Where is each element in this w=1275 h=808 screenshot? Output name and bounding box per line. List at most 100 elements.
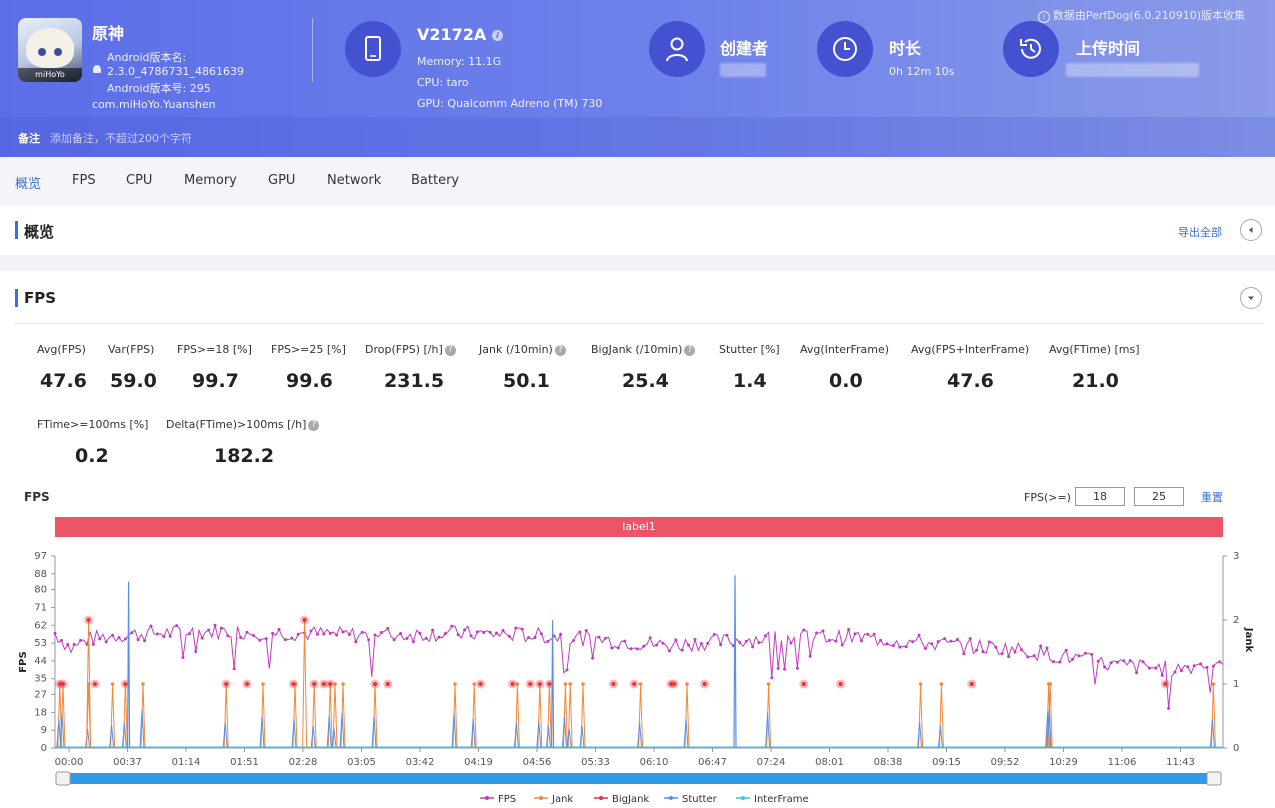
bigjank-point [969,682,974,686]
creator-redacted [720,63,766,77]
bigjank-point [385,682,390,686]
device-memory: Memory: 11.1G [417,55,502,68]
jank-point [472,682,477,686]
fps-point [1192,664,1196,668]
help-icon[interactable]: ? [554,345,566,356]
y-right-tick-label: 3 [1233,551,1239,562]
zoom-handle-right[interactable] [1206,771,1222,786]
fps-point [1026,655,1030,659]
x-tick-label: 11:06 [1108,757,1137,768]
fps-point [1122,659,1126,663]
fps-point [1154,666,1158,670]
metric-label: Avg(FPS+InterFrame) [911,343,1030,356]
bigjank-point [510,682,515,686]
fps-section [0,271,1275,808]
fps-point [552,634,556,638]
export-all-link[interactable]: 导出全部 [1178,226,1222,239]
metric-value: 1.4 [733,370,767,392]
version-name-label: Android版本名: [107,51,187,64]
fps-point [642,644,646,648]
fps-point [290,636,294,640]
fps-point [226,634,230,638]
app-icon-brand: miHoYo [18,68,82,82]
metric-value: 182.2 [214,445,275,467]
device-gpu: GPU: Qualcomm Adreno (TM) 730 [417,97,603,110]
fps-point [757,641,761,645]
collapse-button[interactable] [1240,219,1262,241]
label-band[interactable]: label1 [55,517,1223,537]
bigjank-point [86,618,91,622]
fps-point [943,637,947,641]
section-accent [15,221,18,239]
reset-link[interactable]: 重置 [1201,491,1223,504]
fps-threshold-input-1[interactable]: 18 [1075,487,1125,506]
zoom-handle-left[interactable] [55,771,71,786]
tab-cpu[interactable]: CPU [126,173,153,188]
stutter-bump [451,712,457,749]
legend-dot [669,796,673,800]
fps-threshold-input-2[interactable]: 25 [1134,487,1184,506]
tab-network[interactable]: Network [327,173,382,188]
bigjank-point [478,682,483,686]
user-icon [649,21,705,77]
fps-point [1058,660,1062,664]
stutter-bump [561,715,567,749]
tab-overview[interactable]: 概览 [15,177,42,192]
metric-value: 99.7 [192,370,239,392]
fps-point [482,631,486,635]
tab-battery[interactable]: Battery [411,173,460,188]
fps-point [354,640,358,644]
stutter-bump [310,725,316,749]
fps-point [411,640,415,644]
fps-point [149,624,153,628]
header-divider [312,18,313,82]
y-tick-label: 53 [34,638,47,649]
jank-point [568,682,572,686]
metric-value: 231.5 [384,370,445,392]
x-tick-label: 10:29 [1049,757,1078,768]
info-icon[interactable]: i [491,30,503,41]
version-name: 2.3.0_4786731_4861639 [107,65,244,78]
fps-point [200,636,204,640]
tab-fps[interactable]: FPS [72,173,96,188]
fps-point [693,638,697,642]
creator-label: 创建者 [720,39,769,58]
tab-gpu[interactable]: GPU [268,173,296,188]
fps-point [565,668,569,672]
y-right-tick-label: 1 [1233,679,1239,690]
stutter-bump [937,725,943,749]
jank-point [638,682,643,686]
fps-point [1090,653,1094,657]
fps-point [111,633,115,637]
bigjank-point [373,682,377,686]
expand-button[interactable] [1240,287,1262,309]
fps-point [962,652,966,656]
fps-point [866,632,870,636]
fps-point [674,638,678,642]
fps-point [501,629,505,633]
fps-point [872,632,876,636]
x-tick-label: 08:38 [874,757,903,768]
x-tick-label: 05:33 [581,757,610,768]
fps-point [117,636,121,640]
help-icon[interactable]: ? [308,420,320,431]
fps-point [539,632,543,636]
history-icon [1003,21,1059,77]
fps-point [424,636,428,640]
fps-point [603,636,607,640]
help-icon[interactable]: ? [684,345,696,356]
fps-point [66,642,70,646]
note-input[interactable]: 添加备注，不超过200个字符 [50,132,192,145]
stutter-bump [139,709,145,749]
tab-memory[interactable]: Memory [184,173,237,188]
fps-point [616,646,620,650]
help-icon[interactable]: ? [444,345,456,356]
metric-label: Drop(FPS) [/h]? [365,343,456,356]
jank-point [581,682,585,686]
zoom-slider-track [57,773,1221,784]
fps-point [680,648,684,652]
fps-point [296,632,300,636]
fps-point [847,627,851,631]
fps-point [271,631,275,635]
legend-dot [485,796,489,800]
